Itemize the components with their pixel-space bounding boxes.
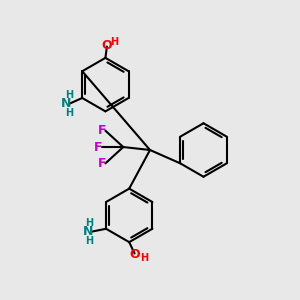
Text: H: H <box>140 253 148 262</box>
Text: H: H <box>85 236 94 246</box>
Text: H: H <box>85 218 94 228</box>
Text: F: F <box>98 124 106 137</box>
Text: H: H <box>65 90 73 100</box>
Text: N: N <box>83 225 93 238</box>
Text: F: F <box>98 157 106 170</box>
Text: O: O <box>130 248 140 261</box>
Text: O: O <box>102 40 112 52</box>
Text: H: H <box>65 108 73 118</box>
Text: N: N <box>61 98 71 110</box>
Text: F: F <box>94 140 102 154</box>
Text: H: H <box>110 37 118 46</box>
